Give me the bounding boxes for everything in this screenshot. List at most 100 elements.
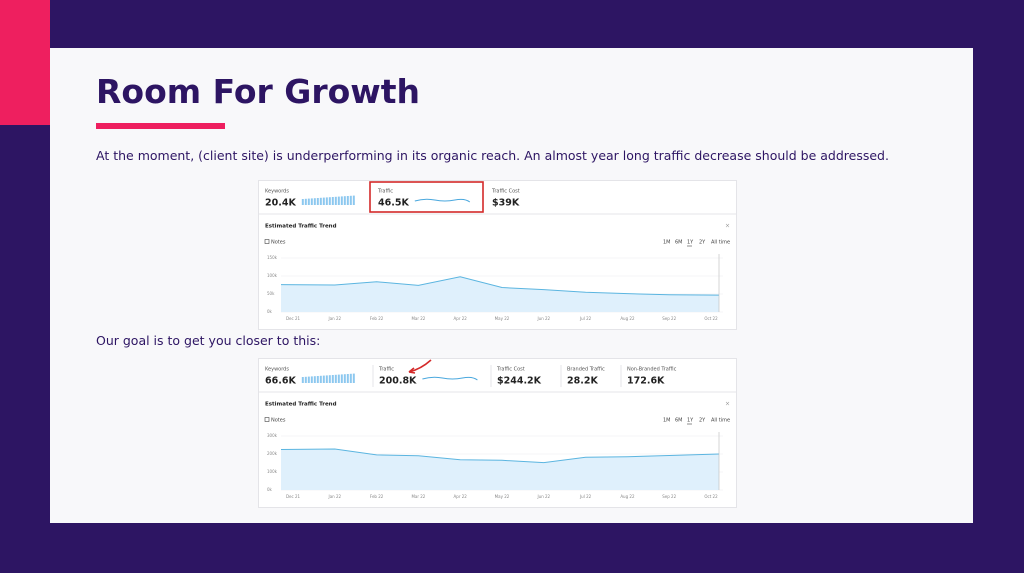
- sparkline: [422, 376, 478, 381]
- sparkline: [414, 198, 471, 203]
- x-tick-label: Feb 22: [370, 494, 384, 499]
- sparkbar: [352, 373, 355, 383]
- sparkbar: [316, 376, 319, 383]
- sparkbar: [313, 198, 316, 205]
- metric-value: 28.2K: [567, 376, 598, 387]
- dashboard-panel: Keywords 20.4K Traffic 46.5K Traffic Cost $39…: [258, 180, 737, 330]
- line: [280, 448, 720, 464]
- x-tick-label: Mar 22: [411, 494, 425, 499]
- sparkbar: [325, 375, 328, 383]
- range-button[interactable]: 1Y: [687, 418, 694, 424]
- arrow: [408, 359, 432, 374]
- title-underline: [96, 123, 225, 129]
- close-icon: ×: [725, 223, 730, 230]
- y-tick-label: 0k: [267, 309, 273, 314]
- sparkbar: [304, 376, 307, 383]
- slide-title: Room For Growth: [96, 72, 421, 111]
- dashboard-panel: Keywords 66.6K Traffic 200.8K Traffic Cost $2…: [258, 358, 737, 508]
- x-tick-label: Dec 21: [286, 316, 301, 321]
- sparkbar: [313, 376, 316, 383]
- y-tick-label: 0k: [267, 487, 273, 492]
- metric-value: 46.5K: [378, 198, 409, 209]
- range-button[interactable]: 1Y: [687, 240, 694, 246]
- sparkbar: [343, 196, 346, 205]
- sparkbar: [349, 195, 352, 205]
- metric-value: 200.8K: [379, 376, 417, 387]
- y-tick-label: 150k: [267, 255, 278, 260]
- sparkbar: [307, 376, 310, 383]
- x-tick-label: Oct 22: [704, 316, 718, 321]
- close-icon: ×: [725, 401, 730, 408]
- sparkbar: [322, 197, 325, 205]
- sparkbar: [331, 375, 334, 383]
- x-tick-label: Jan 22: [328, 316, 342, 321]
- chart-title: Estimated Traffic Trend: [265, 402, 337, 408]
- range-button[interactable]: All time: [711, 418, 730, 424]
- sparkbar: [337, 196, 340, 205]
- x-tick-label: Jun 22: [536, 316, 550, 321]
- sparkbar: [304, 198, 307, 205]
- notes-button[interactable]: Notes: [271, 418, 286, 424]
- sparkbar: [331, 197, 334, 205]
- sparkbar: [349, 373, 352, 383]
- sparkbar: [310, 198, 313, 205]
- chart-title: Estimated Traffic Trend: [265, 224, 337, 230]
- intro-text: At the moment, (client site) is underper…: [96, 148, 889, 163]
- accent-block: [0, 0, 50, 125]
- x-tick-label: May 22: [495, 494, 510, 499]
- sparkbar: [337, 374, 340, 383]
- y-tick-label: 300k: [267, 433, 278, 438]
- x-tick-label: Oct 22: [704, 494, 718, 499]
- range-button[interactable]: 6M: [675, 418, 683, 424]
- metric-value: 20.4K: [265, 198, 296, 209]
- metric-label: Keywords: [265, 189, 289, 195]
- range-button[interactable]: 2Y: [699, 240, 706, 246]
- metric-value: 66.6K: [265, 376, 296, 387]
- notes-icon: [264, 239, 270, 244]
- sparkbar: [325, 197, 328, 205]
- x-tick-label: Apr 22: [454, 494, 468, 499]
- goal-text: Our goal is to get you closer to this:: [96, 333, 321, 348]
- x-tick-label: Jan 22: [328, 494, 342, 499]
- y-tick-label: 50k: [267, 291, 275, 296]
- x-tick-label: Apr 22: [454, 316, 468, 321]
- line: [280, 276, 720, 296]
- sparkbar: [310, 376, 313, 383]
- range-button[interactable]: 6M: [675, 240, 683, 246]
- metric-label: Traffic Cost: [496, 367, 525, 373]
- sparkbar: [340, 374, 343, 383]
- sparkbar: [340, 196, 343, 205]
- metric-value: 172.6K: [627, 376, 665, 387]
- sparkbar: [307, 198, 310, 205]
- y-tick-label: 200k: [267, 451, 278, 456]
- area: [281, 448, 719, 490]
- metric-label: Traffic: [377, 189, 393, 195]
- sparkbar: [322, 375, 325, 383]
- x-tick-label: Aug 22: [620, 316, 635, 321]
- range-button[interactable]: All time: [711, 240, 730, 246]
- sparkbar: [334, 196, 337, 205]
- y-tick-label: 100k: [267, 273, 278, 278]
- range-button[interactable]: 1M: [663, 240, 671, 246]
- sparkbar: [319, 375, 322, 383]
- notes-button[interactable]: Notes: [271, 240, 286, 246]
- sparkbar: [301, 199, 304, 205]
- sparkbar: [334, 374, 337, 383]
- sparkbar: [343, 374, 346, 383]
- metric-value: $244.2K: [497, 376, 542, 387]
- range-button[interactable]: 2Y: [699, 418, 706, 424]
- sparkbar: [319, 197, 322, 205]
- range-button[interactable]: 1M: [663, 418, 671, 424]
- sparkbar: [328, 375, 331, 383]
- metric-value: $39K: [492, 198, 520, 209]
- sparkbar: [316, 198, 319, 205]
- notes-icon: [264, 417, 270, 422]
- sparkbar: [328, 197, 331, 205]
- x-tick-label: Sep 22: [662, 316, 676, 321]
- x-tick-label: Mar 22: [411, 316, 425, 321]
- metric-label: Traffic Cost: [491, 189, 520, 195]
- metric-label: Traffic: [378, 367, 394, 373]
- x-tick-label: Dec 21: [286, 494, 301, 499]
- sparkbar: [346, 196, 349, 205]
